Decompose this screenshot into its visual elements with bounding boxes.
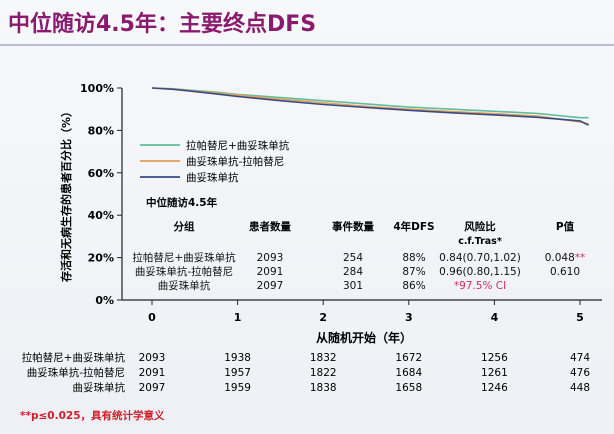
at-risk-value: 1672: [395, 352, 422, 364]
inset-table-cell: 2093: [257, 252, 284, 264]
x-tick-label: 3: [405, 311, 413, 324]
legend-label: 曲妥珠单抗-拉帕替尼: [186, 155, 284, 168]
x-tick-label: 1: [234, 311, 242, 324]
inset-table-cell: 86%: [402, 280, 425, 292]
inset-table-cell: 284: [343, 266, 363, 278]
inset-table-cell: 254: [343, 252, 363, 264]
inset-table-header: 分组: [174, 220, 195, 233]
title-divider: [0, 44, 614, 46]
inset-table-cell: 曲妥珠单抗-拉帕替尼: [135, 265, 233, 278]
y-tick-label: 20%: [88, 252, 114, 265]
legend-label: 拉帕替尼+曲妥珠单抗: [186, 139, 290, 152]
inset-table-cell: 拉帕替尼+曲妥珠单抗: [132, 251, 236, 264]
inset-table-cell: 0.84(0.70,1.02): [439, 252, 521, 264]
inset-table-header: 风险比: [464, 220, 496, 233]
x-tick-label: 4: [491, 311, 499, 324]
y-tick-label: 0%: [95, 294, 114, 307]
inset-table-cell: 0.048**: [545, 252, 586, 264]
inset-table-header: 4年DFS: [393, 220, 434, 233]
y-tick-label: 80%: [88, 124, 114, 137]
series-line-2: [151, 87, 589, 126]
at-risk-value: 2093: [139, 352, 166, 364]
at-risk-value: 1684: [395, 367, 422, 379]
at-risk-label: 曲妥珠单抗-拉帕替尼: [27, 366, 125, 379]
inset-table-cell: 0.96(0.80,1.15): [439, 266, 521, 278]
at-risk-value: 2091: [139, 367, 166, 379]
inset-table-header: 患者数量: [249, 220, 291, 233]
at-risk-value: 474: [570, 352, 590, 364]
inset-table-header: 事件数量: [332, 220, 374, 233]
at-risk-label: 拉帕替尼+曲妥珠单抗: [22, 351, 126, 364]
at-risk-value: 1822: [310, 367, 337, 379]
inset-table-cell: 2091: [257, 266, 284, 278]
at-risk-value: 1957: [224, 367, 251, 379]
at-risk-value: 1256: [481, 352, 508, 364]
x-axis-label: 从随机开始（年）: [316, 330, 412, 345]
at-risk-value: 1658: [395, 382, 422, 394]
inset-table-subheader: c.f.Tras*: [458, 236, 502, 247]
footnote: **p≤0.025，具有统计学意义: [20, 410, 165, 422]
inset-table-cell: 301: [343, 280, 363, 292]
at-risk-value: 1261: [481, 367, 508, 379]
slide-title: 中位随访4.5年：主要终点DFS: [8, 12, 317, 37]
at-risk-label: 曲妥珠单抗: [73, 381, 126, 394]
inset-table-cell: *97.5% CI: [454, 280, 506, 292]
at-risk-value: 1832: [310, 352, 337, 364]
inset-table-header: P值: [556, 220, 575, 233]
at-risk-value: 1246: [481, 382, 508, 394]
inset-table-cell: 87%: [402, 266, 425, 278]
inset-table-cell: 88%: [402, 252, 425, 264]
at-risk-value: 1838: [310, 382, 337, 394]
legend-label: 曲妥珠单抗: [186, 171, 239, 184]
y-axis-label: 存活和无病生存的患者百分比（%）: [59, 106, 73, 282]
x-tick-label: 5: [576, 311, 584, 324]
at-risk-value: 1959: [224, 382, 251, 394]
at-risk-value: 1938: [224, 352, 251, 364]
at-risk-value: 2097: [139, 382, 166, 394]
inset-table-cell: 2097: [257, 280, 284, 292]
at-risk-value: 448: [570, 382, 590, 394]
y-tick-label: 40%: [88, 209, 114, 222]
at-risk-value: 476: [570, 367, 590, 379]
y-tick-label: 60%: [88, 167, 114, 180]
x-tick-label: 0: [148, 311, 156, 324]
y-tick-label: 100%: [80, 82, 114, 95]
inset-table-cell: 曲妥珠单抗: [158, 279, 211, 292]
inset-table-title: 中位随访4.5年: [146, 196, 218, 209]
x-tick-label: 2: [319, 311, 327, 324]
inset-table-cell: 0.610: [550, 266, 580, 278]
